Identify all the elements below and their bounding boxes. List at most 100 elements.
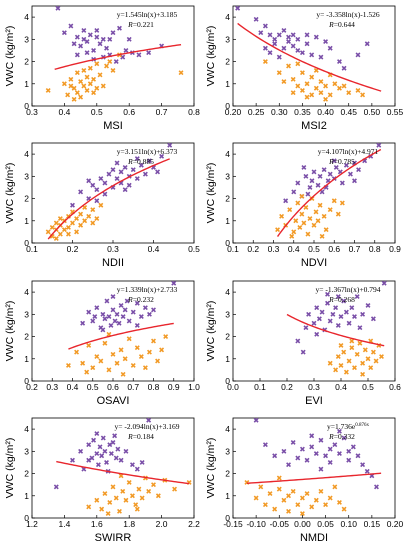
x-tick-label: 0.2 — [281, 382, 293, 392]
data-point-orange — [91, 76, 97, 82]
chart-osavi: 0.2 0.3 0.4 0.5 0.6 0.7 0.8 0.9 1.0 0 1 2 3 4 OSAVI VWC… — [4, 280, 200, 407]
y-tick-label: 1 — [24, 216, 29, 226]
data-point-orange — [321, 213, 327, 219]
data-point-orange — [276, 475, 282, 481]
data-point-purple — [53, 484, 59, 490]
data-point-orange — [346, 90, 352, 96]
data-point-orange — [341, 349, 347, 355]
data-point-orange — [290, 90, 296, 96]
data-point-purple — [114, 160, 120, 166]
data-point-orange — [299, 511, 305, 517]
data-point-purple — [327, 171, 333, 177]
y-tick-label: 4 — [225, 287, 230, 297]
y-tick-label: 3 — [24, 171, 29, 181]
data-point-orange — [360, 371, 366, 377]
data-point-orange — [90, 207, 96, 213]
data-point-orange — [262, 502, 268, 508]
data-point-purple — [155, 169, 161, 175]
data-point-purple — [146, 417, 152, 423]
data-point-orange — [313, 497, 319, 503]
data-point-orange — [299, 70, 305, 76]
r-value: R=0.885 — [127, 157, 154, 166]
data-point-purple — [126, 36, 132, 42]
data-point-purple — [330, 311, 336, 317]
data-point-orange — [118, 347, 124, 353]
data-point-orange — [311, 222, 317, 228]
data-point-purple — [138, 162, 144, 168]
data-point-purple — [98, 176, 104, 182]
data-point-purple — [360, 311, 366, 317]
data-point-purple — [313, 34, 319, 40]
fit-curve — [47, 158, 170, 240]
data-point-orange — [90, 220, 96, 226]
x-tick-label: -0.15 — [223, 519, 243, 529]
data-point-purple — [97, 444, 103, 450]
data-point-purple — [123, 47, 129, 53]
data-point-purple — [276, 32, 282, 38]
x-tick-label: 0.7 — [349, 244, 361, 254]
y-tick-label: 0 — [225, 376, 230, 386]
fit-equation: y= -3.358ln(x)-1.526 — [316, 10, 379, 19]
data-point-orange — [327, 360, 333, 366]
y-tick-label: 2 — [24, 469, 29, 479]
data-point-purple — [309, 52, 315, 58]
data-point-orange — [368, 365, 374, 371]
data-point-orange — [289, 233, 295, 239]
data-point-purple — [346, 320, 352, 326]
data-point-purple — [341, 435, 347, 441]
data-point-orange — [65, 213, 71, 219]
data-point-purple — [136, 52, 142, 58]
data-point-purple — [108, 322, 114, 328]
data-point-orange — [336, 85, 342, 91]
data-point-orange — [117, 508, 122, 514]
data-point-purple — [106, 171, 112, 177]
r-value: R=0.221 — [127, 20, 154, 29]
x-tick-label: 0.4 — [58, 107, 70, 117]
data-point-purple — [123, 448, 129, 454]
data-point-purple — [84, 50, 90, 56]
data-point-purple — [90, 318, 96, 324]
y-axis-label: VWC (kg/m²) — [4, 438, 16, 499]
data-point-purple — [303, 325, 309, 331]
y-tick-label: 0 — [225, 513, 230, 523]
x-tick-label: 1.0 — [188, 382, 200, 392]
x-tick-label: 0.6 — [107, 382, 119, 392]
data-point-orange — [146, 349, 152, 355]
data-point-orange — [155, 493, 161, 499]
data-point-purple — [281, 448, 287, 454]
data-point-orange — [120, 488, 126, 494]
x-tick-label: 0.5 — [362, 382, 374, 392]
data-point-purple — [301, 164, 307, 170]
data-point-orange — [341, 506, 347, 512]
data-point-purple — [338, 314, 344, 320]
data-point-orange — [84, 369, 90, 375]
data-point-orange — [272, 506, 278, 512]
data-point-purple — [332, 442, 338, 448]
data-point-orange — [86, 342, 92, 348]
data-point-orange — [332, 484, 338, 490]
data-point-orange — [293, 218, 299, 224]
data-point-orange — [338, 342, 344, 348]
data-point-purple — [352, 314, 357, 320]
data-point-purple — [304, 457, 310, 463]
data-point-purple — [381, 280, 387, 286]
y-tick-label: 0 — [24, 513, 29, 523]
data-point-orange — [104, 63, 109, 69]
data-point-purple — [92, 314, 98, 320]
data-point-purple — [299, 50, 305, 56]
data-point-purple — [117, 25, 122, 31]
data-point-orange — [68, 76, 74, 82]
data-point-orange — [126, 336, 132, 342]
x-tick-label: 0.6 — [328, 244, 340, 254]
data-point-purple — [70, 457, 75, 463]
y-tick-label: 1 — [225, 491, 230, 501]
data-point-orange — [335, 354, 341, 360]
data-point-purple — [314, 331, 320, 337]
y-tick-label: 1 — [24, 354, 29, 364]
data-point-purple — [78, 448, 84, 454]
data-point-orange — [286, 63, 292, 69]
data-point-purple — [291, 189, 297, 195]
data-point-purple — [78, 189, 84, 195]
data-point-purple — [305, 191, 311, 197]
data-point-orange — [338, 362, 344, 368]
